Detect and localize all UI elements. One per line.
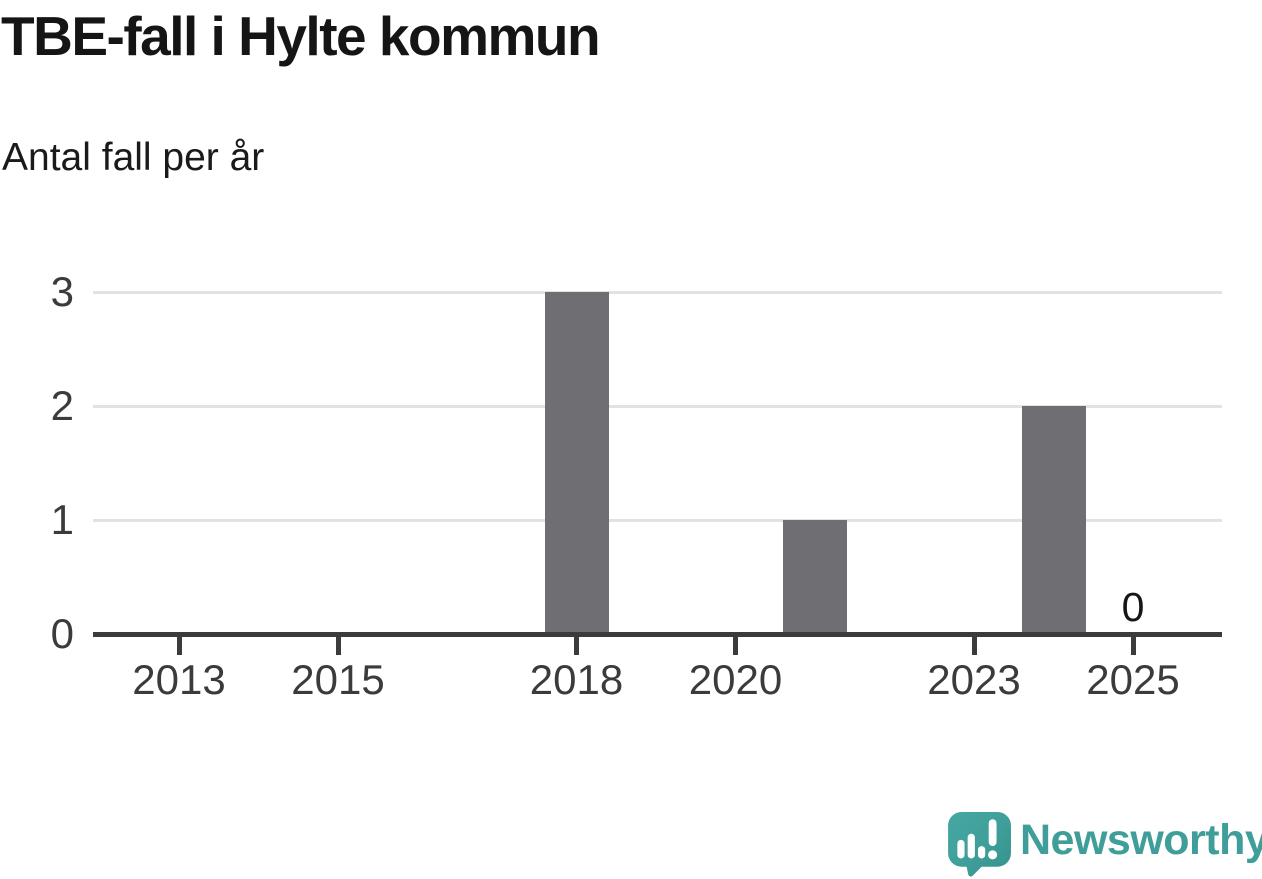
x-axis-tick-label-2018: 2018 [529,656,624,703]
bar-value-label-2025: 0 [1121,584,1145,630]
x-axis-tick-2013 [176,634,182,655]
bar-2018 [544,292,609,634]
bar-2024 [1021,406,1086,634]
x-axis-tick-2020 [733,634,738,655]
y-axis-tick-label-3: 3 [50,268,74,315]
gridline-y-1 [93,519,1222,522]
newsworthy-logo-icon [948,812,1011,877]
x-axis-tick-2025 [1130,634,1136,655]
x-axis-line [93,632,1222,637]
x-axis-tick-label-2020: 2020 [688,656,783,703]
logo-bar-1 [957,839,965,859]
chart-title: TBE-fall i Hylte kommun [1,5,601,67]
chart-subtitle: Antal fall per år [2,136,265,179]
x-axis-tick-label-2025: 2025 [1086,656,1180,703]
y-axis-tick-label-2: 2 [50,382,74,429]
x-axis-tick-label-2023: 2023 [927,656,1021,703]
logo-exclamation-dot [988,850,998,860]
gridline-y-3 [93,291,1222,294]
y-axis-tick-label-0: 0 [50,610,74,657]
logo-exclamation-stem [988,819,997,847]
gridline-y-2 [93,405,1222,408]
brand-name: Newsworthy [1020,815,1262,864]
x-axis-tick-label-2013: 2013 [132,656,226,703]
brand-footer: Newsworthy [946,811,1262,877]
logo-bar-3 [977,846,986,859]
x-axis-tick-2018 [574,634,579,655]
logo-bar-2 [967,833,975,859]
y-axis-tick-label-1: 1 [50,496,74,543]
bar-2021 [783,520,847,634]
x-axis-tick-label-2015: 2015 [291,656,385,703]
x-axis-tick-2015 [335,634,341,655]
x-axis-tick-2023 [971,634,977,655]
